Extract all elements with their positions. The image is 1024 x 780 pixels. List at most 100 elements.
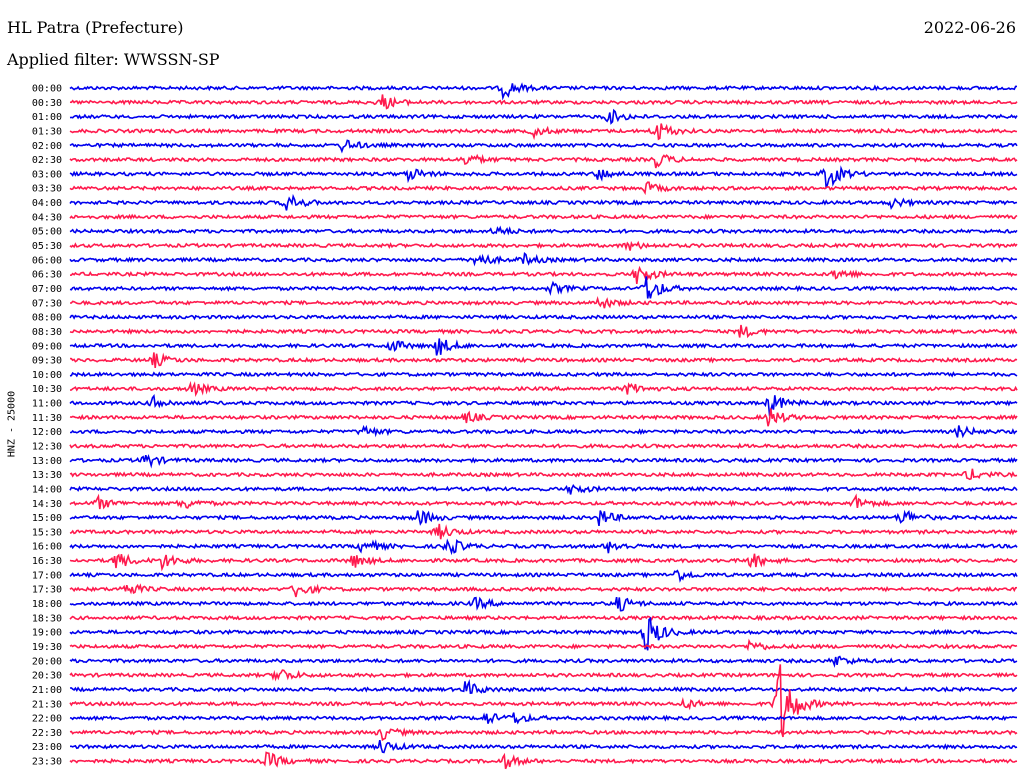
- time-label: 15:30: [32, 527, 62, 538]
- trace-line: [69, 669, 1018, 682]
- time-label: 22:00: [32, 714, 62, 725]
- trace-line: [69, 139, 1018, 154]
- time-label: 00:00: [32, 84, 62, 95]
- time-label: 08:00: [32, 313, 62, 324]
- time-label: 02:00: [32, 141, 62, 152]
- trace-line: [69, 352, 1018, 368]
- filter-label: Applied filter: WWSSN-SP: [7, 50, 220, 69]
- time-label: 19:00: [32, 628, 62, 639]
- trace-line: [69, 251, 1018, 267]
- time-label: 17:00: [32, 570, 62, 581]
- time-label: 15:00: [32, 513, 62, 524]
- trace-line: [69, 453, 1018, 469]
- time-label: 16:00: [32, 542, 62, 553]
- trace-line: [69, 493, 1018, 510]
- time-label: 01:00: [32, 112, 62, 123]
- trace-line: [69, 569, 1018, 583]
- trace-line: [69, 165, 1018, 189]
- trace-line: [69, 468, 1018, 481]
- trace-line: [69, 371, 1018, 378]
- time-label: 00:30: [32, 98, 62, 109]
- trace-line: [69, 664, 1018, 738]
- time-label: 13:00: [32, 456, 62, 467]
- time-label: 07:00: [32, 284, 62, 295]
- time-label: 20:30: [32, 671, 62, 682]
- time-label: 22:30: [32, 728, 62, 739]
- trace-line: [70, 295, 1018, 309]
- time-label: 18:30: [32, 613, 62, 624]
- trace-line: [69, 181, 1017, 196]
- trace-line: [69, 655, 1018, 668]
- time-label: 19:30: [32, 642, 62, 653]
- trace-line: [69, 484, 1018, 495]
- trace-line: [69, 538, 1018, 556]
- time-label: 05:30: [32, 241, 62, 252]
- trace-line: [69, 509, 1018, 527]
- time-label: 06:00: [32, 255, 62, 266]
- trace-line: [69, 679, 1017, 694]
- trace-line: [69, 553, 1018, 572]
- time-label: 07:30: [32, 298, 62, 309]
- date-label: 2022-06-26: [923, 18, 1016, 37]
- time-label: 23:00: [32, 742, 62, 753]
- time-label: 17:30: [32, 585, 62, 596]
- trace-line: [69, 408, 1018, 427]
- time-label: 14:30: [32, 499, 62, 510]
- time-label: 05:00: [32, 227, 62, 238]
- trace-line: [69, 442, 1018, 450]
- trace-line: [69, 153, 1018, 169]
- trace-line: [69, 213, 1018, 221]
- time-label: 12:00: [32, 427, 62, 438]
- time-label: 23:30: [32, 757, 62, 768]
- trace-line: [69, 614, 1018, 622]
- trace-line: [69, 123, 1018, 141]
- time-label: 21:30: [32, 699, 62, 710]
- trace-line: [69, 727, 1018, 742]
- trace-line: [69, 712, 1017, 725]
- time-label: 04:30: [32, 212, 62, 223]
- trace-line: [69, 324, 1018, 339]
- time-label: 14:00: [32, 484, 62, 495]
- time-label: 06:30: [32, 270, 62, 281]
- trace-line: [69, 394, 1018, 417]
- trace-line: [70, 424, 1018, 439]
- time-label: 09:00: [32, 341, 62, 352]
- trace-line: [69, 380, 1018, 397]
- trace-line: [69, 523, 1018, 540]
- time-label: 01:30: [32, 126, 62, 137]
- trace-line: [69, 313, 1018, 321]
- time-label: 18:00: [32, 599, 62, 610]
- time-label: 04:00: [32, 198, 62, 209]
- time-label: 10:00: [32, 370, 62, 381]
- trace-line: [69, 276, 1018, 299]
- time-label: 13:30: [32, 470, 62, 481]
- trace-line: [69, 240, 1018, 251]
- trace-line: [69, 583, 1018, 598]
- trace-line: [69, 225, 1018, 236]
- trace-line: [69, 616, 1018, 651]
- trace-line: [70, 740, 1018, 754]
- trace-line: [69, 596, 1018, 612]
- trace-line: [69, 94, 1018, 110]
- time-label: 20:00: [32, 656, 62, 667]
- time-label: 12:30: [32, 442, 62, 453]
- time-label: 03:00: [32, 169, 62, 180]
- time-label: 10:30: [32, 384, 62, 395]
- time-label: 11:00: [32, 399, 62, 410]
- trace-line: [69, 338, 1018, 356]
- time-label: 11:30: [32, 413, 62, 424]
- time-label: 02:30: [32, 155, 62, 166]
- time-label: 09:30: [32, 356, 62, 367]
- trace-line: [69, 751, 1018, 770]
- time-label: 08:30: [32, 327, 62, 338]
- trace-line: [69, 82, 1017, 101]
- trace-line: [69, 638, 1018, 652]
- trace-line: [69, 193, 1018, 211]
- trace-line: [69, 108, 1018, 125]
- station-title: HL Patra (Prefecture): [7, 18, 184, 37]
- trace-line: [69, 265, 1018, 285]
- time-label: 03:30: [32, 184, 62, 195]
- time-label: 21:00: [32, 685, 62, 696]
- time-label: 16:30: [32, 556, 62, 567]
